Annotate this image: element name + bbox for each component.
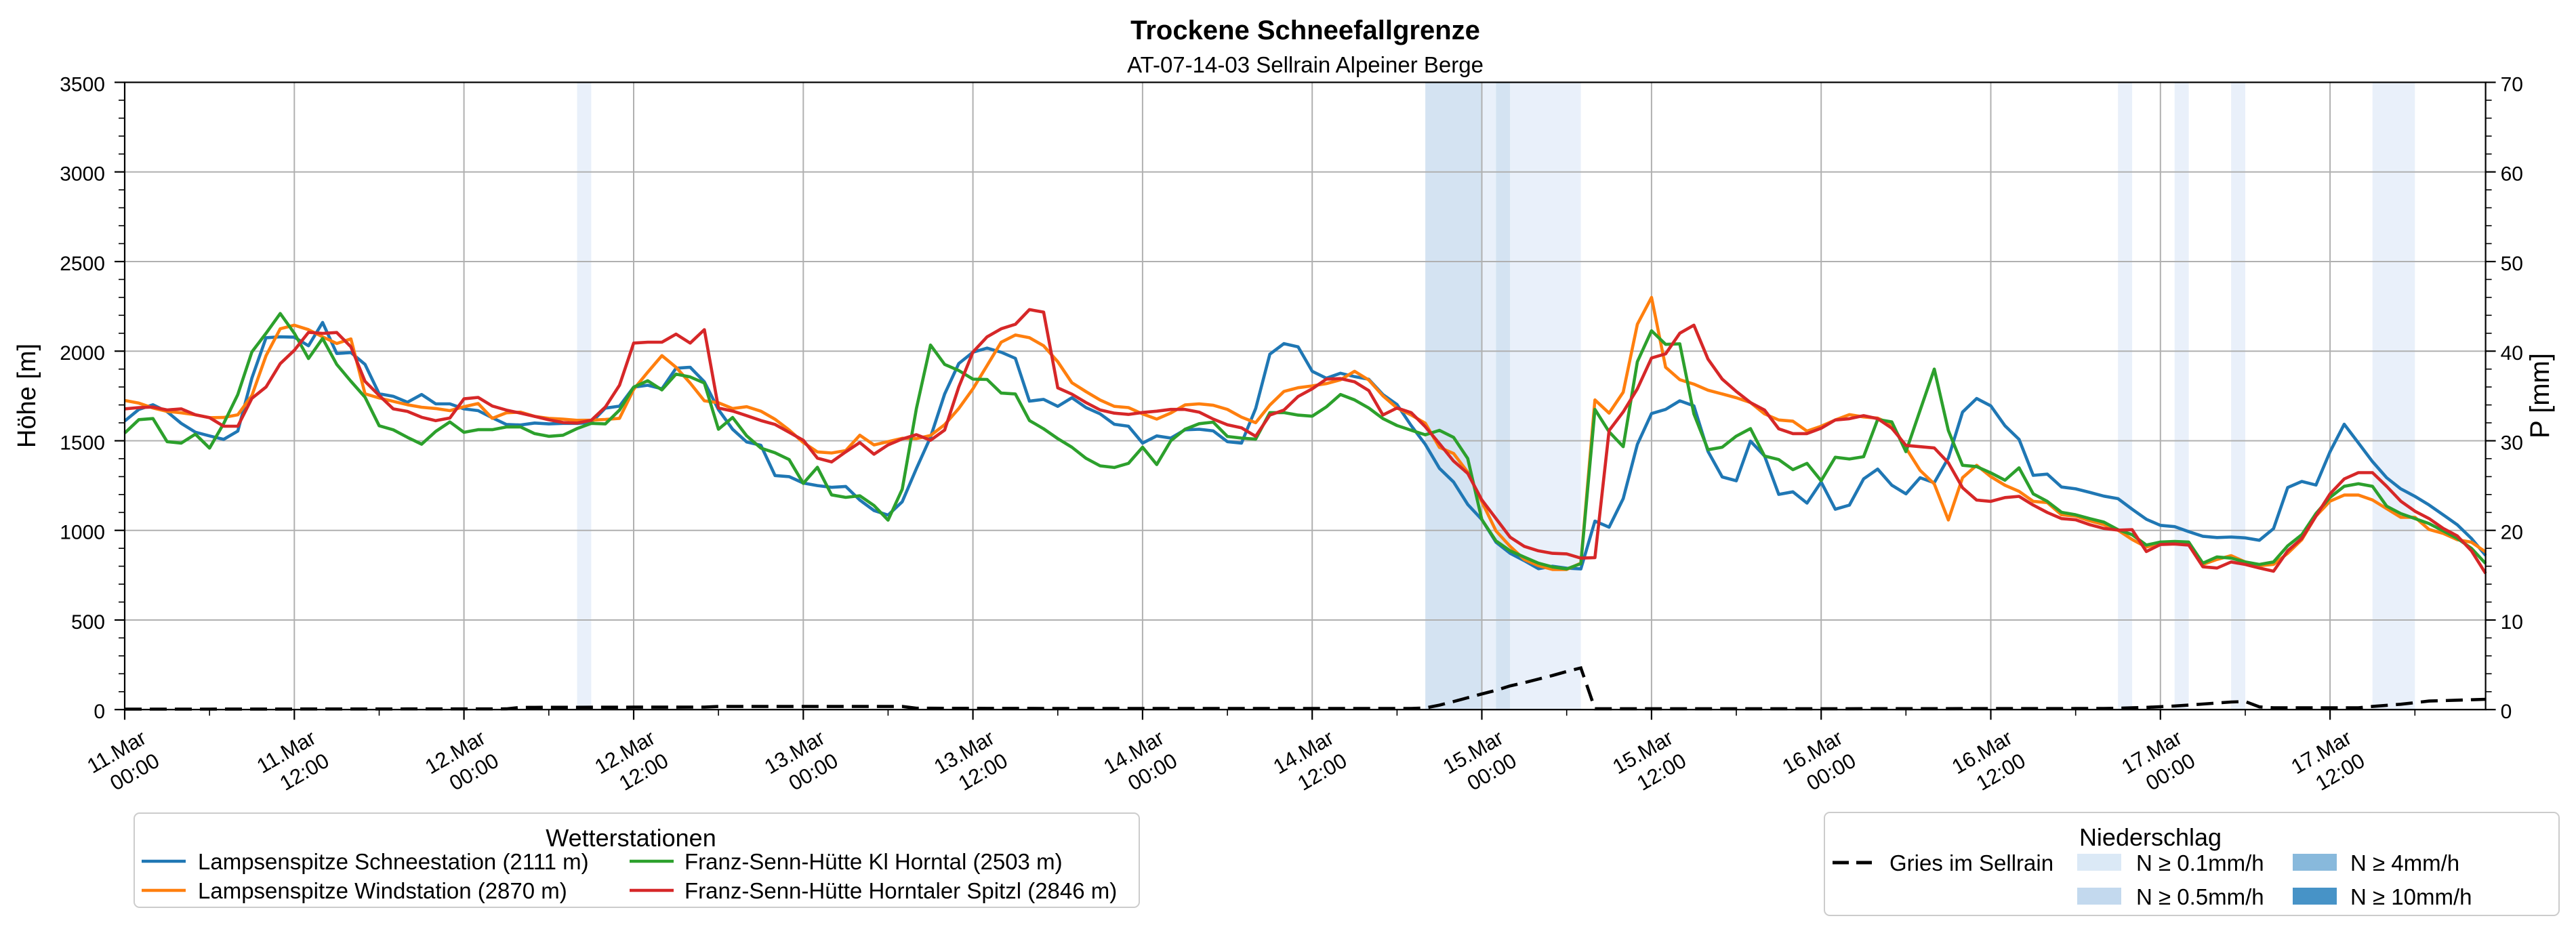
svg-text:N ≥ 0.5mm/h: N ≥ 0.5mm/h	[2136, 884, 2264, 909]
svg-text:40: 40	[2501, 342, 2523, 365]
svg-text:3000: 3000	[60, 163, 105, 186]
svg-text:20: 20	[2501, 522, 2523, 544]
svg-text:Lampsenspitze Windstation (287: Lampsenspitze Windstation (2870 m)	[198, 878, 567, 903]
svg-text:Lampsenspitze Schneestation (2: Lampsenspitze Schneestation (2111 m)	[198, 849, 589, 874]
svg-text:P [mm]: P [mm]	[2525, 353, 2555, 438]
svg-text:Höhe [m]: Höhe [m]	[13, 344, 41, 448]
svg-text:0: 0	[94, 701, 105, 723]
svg-text:2500: 2500	[60, 253, 105, 275]
svg-text:1000: 1000	[60, 522, 105, 544]
svg-text:0: 0	[2501, 701, 2512, 723]
svg-text:500: 500	[71, 611, 105, 634]
svg-text:N ≥ 4mm/h: N ≥ 4mm/h	[2350, 850, 2459, 875]
svg-text:N ≥ 10mm/h: N ≥ 10mm/h	[2350, 884, 2472, 909]
svg-text:Niederschlag: Niederschlag	[2079, 823, 2222, 851]
svg-text:10: 10	[2501, 611, 2523, 634]
svg-text:Trockene Schneefallgrenze: Trockene Schneefallgrenze	[1130, 16, 1480, 45]
svg-text:Gries im Sellrain: Gries im Sellrain	[1889, 850, 2053, 875]
svg-text:2000: 2000	[60, 342, 105, 365]
svg-text:Franz-Senn-Hütte Kl Horntal (2: Franz-Senn-Hütte Kl Horntal (2503 m)	[684, 849, 1063, 874]
svg-text:60: 60	[2501, 163, 2523, 186]
svg-text:1500: 1500	[60, 432, 105, 455]
svg-text:30: 30	[2501, 432, 2523, 455]
svg-text:Franz-Senn-Hütte Horntaler Spi: Franz-Senn-Hütte Horntaler Spitzl (2846 …	[684, 878, 1117, 903]
svg-text:AT-07-14-03 Sellrain Alpeiner: AT-07-14-03 Sellrain Alpeiner Berge	[1127, 52, 1484, 77]
svg-text:3500: 3500	[60, 74, 105, 96]
svg-text:50: 50	[2501, 253, 2523, 275]
svg-text:Wetterstationen: Wetterstationen	[546, 824, 716, 852]
svg-text:N ≥ 0.1mm/h: N ≥ 0.1mm/h	[2136, 850, 2264, 875]
svg-text:70: 70	[2501, 74, 2523, 96]
